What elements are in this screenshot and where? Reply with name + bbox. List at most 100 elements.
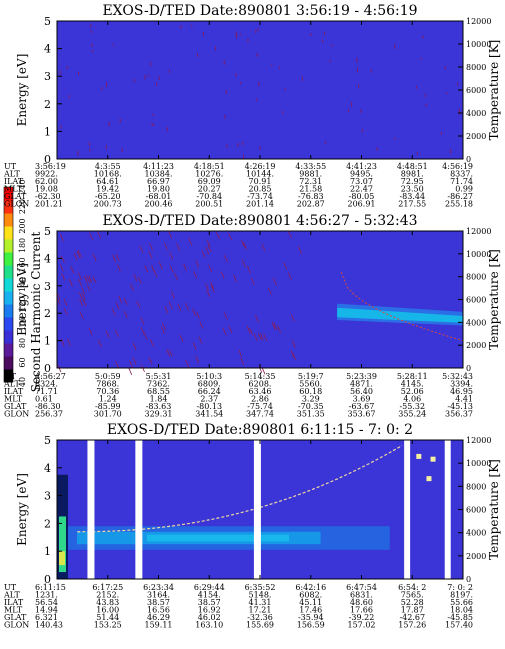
table-cell: 71.74 [450, 177, 473, 186]
table-row-label: GLON [4, 621, 29, 630]
noise-mark [246, 325, 251, 334]
noise-mark [258, 365, 263, 374]
table-cell: 5560. [299, 380, 322, 389]
noise-mark [112, 254, 117, 263]
table-cell: 69.09 [198, 177, 221, 186]
noise-mark [457, 82, 459, 86]
colorbar-swatch [4, 213, 13, 227]
table-cell: 6:35:52 [245, 583, 276, 592]
table-cell: 5148. [249, 591, 272, 600]
y2-tick-label: 8000 [466, 273, 486, 282]
noise-mark [133, 78, 135, 83]
noise-mark [132, 342, 137, 351]
noise-mark [298, 246, 302, 254]
colorbar-swatch [4, 343, 13, 357]
noise-mark [132, 357, 137, 365]
noise-mark [61, 273, 66, 281]
colorbar-swatch [4, 187, 13, 201]
noise-mark [202, 31, 204, 37]
panel-title: EXOS-D/TED Date:890801 4:56:27 - 5:32:43 [102, 213, 417, 229]
table-cell: 7868. [96, 380, 119, 389]
table-cell: -73.74 [247, 192, 273, 201]
table-cell: -62.30 [35, 192, 61, 201]
noise-mark [111, 308, 116, 316]
table-row-label: MLT [4, 395, 23, 404]
table-row-label: ILAT [4, 598, 24, 607]
table-cell: 2.86 [251, 395, 269, 404]
table-cell: 7: 0: 2 [447, 583, 473, 592]
noise-mark [249, 327, 253, 336]
table-cell: 206.91 [348, 200, 376, 209]
table-cell: 7565. [401, 591, 424, 600]
panel-1: EXOS-D/TED Date:890801 3:56:19 - 4:56:19… [3, 3, 501, 209]
noise-mark [63, 298, 68, 307]
noise-mark [91, 50, 93, 53]
noise-mark [394, 44, 396, 47]
table-cell: 329.31 [145, 410, 173, 419]
noise-mark [66, 65, 68, 69]
noise-mark [185, 303, 189, 311]
table-cell: 14.94 [35, 606, 58, 615]
noise-mark [257, 332, 262, 340]
table-row-label: MLT [4, 185, 23, 194]
table-cell: 6809. [198, 380, 221, 389]
colorbar-tick-label: 200 [18, 218, 27, 233]
table-cell: 7362. [147, 380, 170, 389]
noise-mark [255, 29, 257, 33]
hot-pixel [430, 456, 436, 462]
table-row-label: GLAT [4, 192, 27, 201]
noise-mark [86, 284, 91, 292]
noise-mark [458, 108, 460, 114]
noise-mark [329, 59, 331, 63]
y2-tick-label: 4000 [466, 529, 486, 538]
colorbar-tick-label: 60 [18, 357, 27, 367]
table-cell: -32.36 [247, 613, 273, 622]
table-cell: -39.22 [349, 613, 375, 622]
table-cell: 21.58 [299, 185, 322, 194]
table-cell: -55.32 [399, 402, 425, 411]
table-cell: 68.55 [147, 387, 170, 396]
table-cell: -75.74 [247, 402, 273, 411]
table-cell: -86.27 [447, 192, 473, 201]
energy-band [337, 307, 463, 323]
colorbar-swatch [4, 239, 13, 253]
noise-mark [424, 93, 426, 98]
noise-mark [216, 231, 220, 240]
noise-mark [198, 336, 203, 344]
table-cell: 5:19:7 [298, 372, 324, 381]
energy-band [59, 551, 65, 566]
table-cell: 45.11 [299, 598, 322, 607]
noise-mark [148, 251, 153, 259]
noise-mark [322, 39, 324, 43]
table-cell: 10384. [145, 170, 173, 179]
table-cell: 5:28:11 [397, 372, 428, 381]
noise-mark [140, 317, 145, 325]
noise-mark [247, 38, 249, 43]
table-cell: 6:47:54 [346, 583, 377, 592]
table-cell: 18.04 [450, 606, 473, 615]
table-cell: 341.54 [195, 410, 223, 419]
noise-mark [169, 69, 171, 73]
table-cell: 20.27 [198, 185, 221, 194]
noise-mark [310, 32, 312, 37]
table-cell: 8337. [450, 170, 473, 179]
table-cell: 157.40 [445, 621, 473, 630]
noise-mark [206, 239, 211, 247]
colorbar-tick-label: 160 [18, 257, 27, 272]
noise-mark [283, 262, 288, 270]
noise-mark [77, 150, 79, 156]
hot-pixel [416, 453, 422, 459]
noise-mark [220, 271, 225, 279]
panel-3: EXOS-D/TED Date:890801 6:11:15 - 7: 0: 2… [3, 422, 501, 630]
noise-mark [191, 24, 193, 27]
y2-tick-label: 4000 [466, 318, 486, 327]
table-cell: 201.21 [35, 200, 63, 209]
noise-mark [169, 265, 174, 273]
noise-mark [192, 308, 196, 316]
table-cell: 6:54: 2 [398, 583, 426, 592]
table-cell: -70.84 [196, 192, 222, 201]
table-cell: -68.01 [146, 192, 172, 201]
noise-mark [258, 81, 260, 87]
noise-mark [260, 333, 264, 341]
noise-mark [192, 342, 197, 350]
